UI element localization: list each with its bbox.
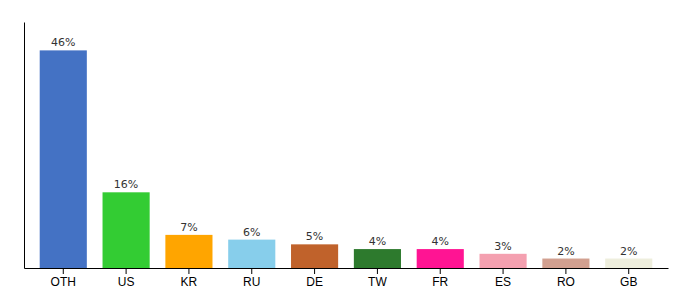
x-tick: FR [432, 268, 448, 289]
data-label: 46% [51, 36, 75, 49]
x-tick-label: DE [306, 275, 323, 289]
x-tick: US [118, 268, 135, 289]
x-tick: KR [181, 268, 198, 289]
x-tick: TW [368, 268, 387, 289]
bar [165, 235, 212, 268]
data-label: 7% [180, 221, 197, 234]
chart-container: 46% 16% 7% 6% 5% 4% 4% 3% 2% 2% OTH US KR RU DE TW FR ES R… [0, 0, 680, 300]
x-tick-label: RU [243, 275, 260, 289]
x-tick-mark [440, 268, 441, 274]
x-axis-line [25, 268, 669, 269]
x-tick: DE [306, 268, 323, 289]
x-tick: GB [620, 268, 637, 289]
data-label: 4% [369, 235, 386, 248]
x-axis: OTH US KR RU DE TW FR ES RO GB [25, 268, 669, 289]
x-tick-mark [314, 268, 315, 274]
x-tick-label: GB [620, 275, 637, 289]
data-label: 6% [243, 226, 260, 239]
x-tick-label: RO [557, 275, 575, 289]
y-axis [24, 23, 25, 269]
data-label: 4% [432, 235, 449, 248]
bars [40, 50, 653, 268]
x-tick-label: US [118, 275, 135, 289]
bar [417, 249, 464, 268]
bar [480, 254, 527, 268]
x-tick-mark [565, 268, 566, 274]
x-tick-label: KR [181, 275, 198, 289]
bar [354, 249, 401, 268]
x-tick: RO [557, 268, 575, 289]
bar [291, 244, 338, 268]
x-tick: ES [495, 268, 511, 289]
x-tick-mark [63, 268, 64, 274]
data-label: 16% [114, 178, 138, 191]
x-tick-label: OTH [51, 275, 76, 289]
x-tick-label: FR [432, 275, 448, 289]
chart-svg: 46% 16% 7% 6% 5% 4% 4% 3% 2% 2% OTH US KR RU DE TW FR ES R… [0, 0, 680, 300]
bar [40, 50, 87, 268]
bar [103, 192, 150, 268]
x-tick-label: TW [368, 275, 387, 289]
x-tick-mark [503, 268, 504, 274]
bar [542, 259, 589, 268]
bar [605, 259, 652, 268]
bar [228, 240, 275, 268]
x-tick-mark [126, 268, 127, 274]
data-label: 2% [620, 245, 637, 258]
x-tick-mark [188, 268, 189, 274]
x-tick-label: ES [495, 275, 511, 289]
data-label: 3% [494, 240, 511, 253]
x-tick-mark [377, 268, 378, 274]
y-axis-line [24, 23, 25, 269]
x-tick-mark [628, 268, 629, 274]
x-tick-mark [251, 268, 252, 274]
x-tick: OTH [51, 268, 76, 289]
data-labels: 46% 16% 7% 6% 5% 4% 4% 3% 2% 2% [51, 36, 637, 257]
data-label: 2% [557, 245, 574, 258]
data-label: 5% [306, 230, 323, 243]
plot-area: 46% 16% 7% 6% 5% 4% 4% 3% 2% 2% OTH US KR RU DE TW FR ES R… [25, 23, 669, 289]
x-tick: RU [243, 268, 260, 289]
